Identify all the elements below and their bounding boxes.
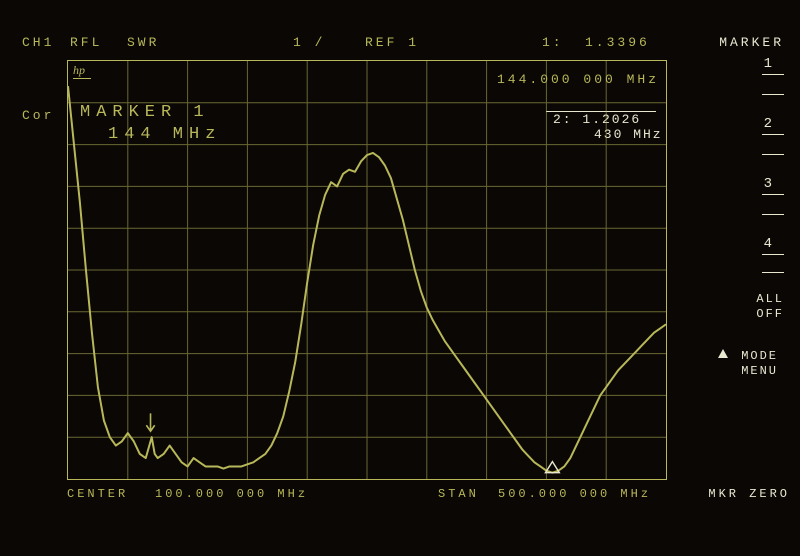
meas-mode-rfl: RFL bbox=[70, 35, 102, 50]
span-label: STAN bbox=[438, 487, 479, 501]
scale-label: 1 / bbox=[293, 35, 325, 50]
span-value: 500.000 000 MHz bbox=[498, 487, 651, 501]
ref-label: REF 1 bbox=[365, 35, 419, 50]
channel-label: CH1 bbox=[22, 35, 54, 50]
softkey-all-off[interactable]: ALL OFF bbox=[710, 292, 790, 322]
softkey-mkr-zero[interactable]: MKR ZERO bbox=[708, 487, 790, 501]
vna-screen: CH1 RFL SWR 1 / REF 1 1: 1.3396 144.000 … bbox=[0, 0, 800, 556]
softkey-marker-1[interactable]: 1 bbox=[710, 56, 790, 116]
softkey-mode-menu[interactable]: MODE MENU bbox=[710, 346, 790, 379]
center-label: CENTER bbox=[67, 487, 128, 501]
softkey-marker-4[interactable]: 4 bbox=[710, 236, 790, 290]
center-value: 100.000 000 MHz bbox=[155, 487, 308, 501]
softkey-menu: MARKER 1 2 3 4 ALL OFF MODE MENU bbox=[710, 35, 790, 379]
triangle-icon bbox=[718, 349, 728, 358]
softkey-marker-2[interactable]: 2 bbox=[710, 116, 790, 176]
marker1-num: 1: bbox=[542, 35, 564, 50]
meas-mode-swr: SWR bbox=[127, 35, 159, 50]
correction-label: Cor bbox=[22, 108, 54, 123]
softkey-marker-3[interactable]: 3 bbox=[710, 176, 790, 236]
menu-title: MARKER bbox=[710, 35, 790, 50]
swr-plot bbox=[67, 60, 667, 480]
marker1-value: 1.3396 bbox=[585, 35, 650, 50]
